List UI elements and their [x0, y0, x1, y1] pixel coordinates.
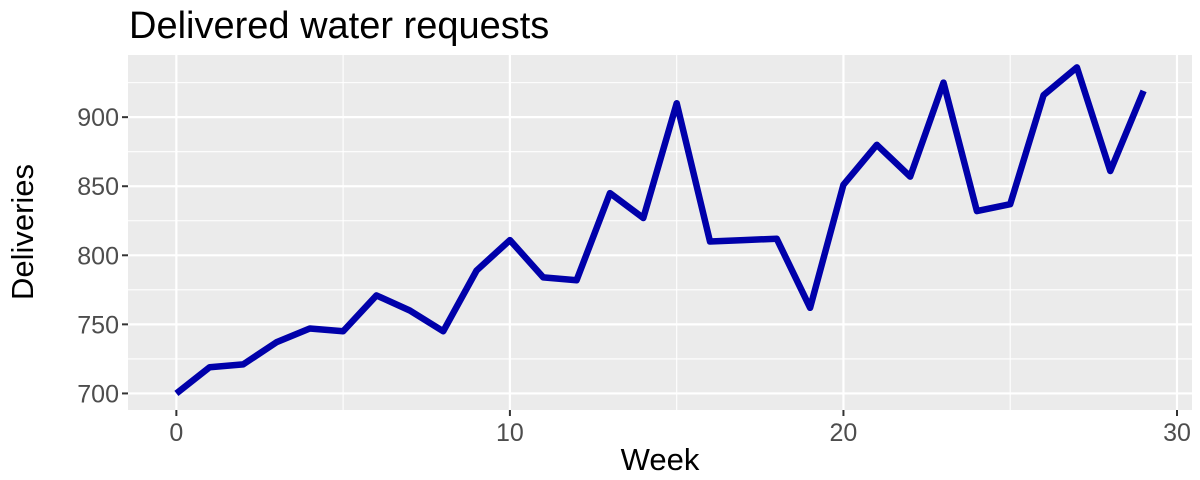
x-tick-label: 0	[169, 419, 183, 447]
x-axis-title: Week	[621, 442, 700, 477]
series-layer	[174, 64, 1147, 396]
y-tick-label: 900	[77, 104, 119, 132]
y-tick-label: 850	[77, 173, 119, 201]
x-tick-label: 20	[830, 419, 858, 447]
y-axis-title: Deliveries	[5, 164, 40, 300]
x-tick-label: 30	[1163, 419, 1191, 447]
y-tick-label: 700	[77, 380, 119, 408]
y-tick-label: 800	[77, 242, 119, 270]
y-axis: 700 750 800 850 900	[77, 104, 128, 408]
x-tick-label: 10	[496, 419, 524, 447]
series-line	[174, 64, 1147, 396]
x-axis: 0 10 20 30	[169, 410, 1191, 447]
grid-major	[128, 55, 1192, 410]
plot-panel	[128, 55, 1192, 410]
chart-title: Delivered water requests	[129, 5, 549, 47]
y-tick-label: 750	[77, 311, 119, 339]
